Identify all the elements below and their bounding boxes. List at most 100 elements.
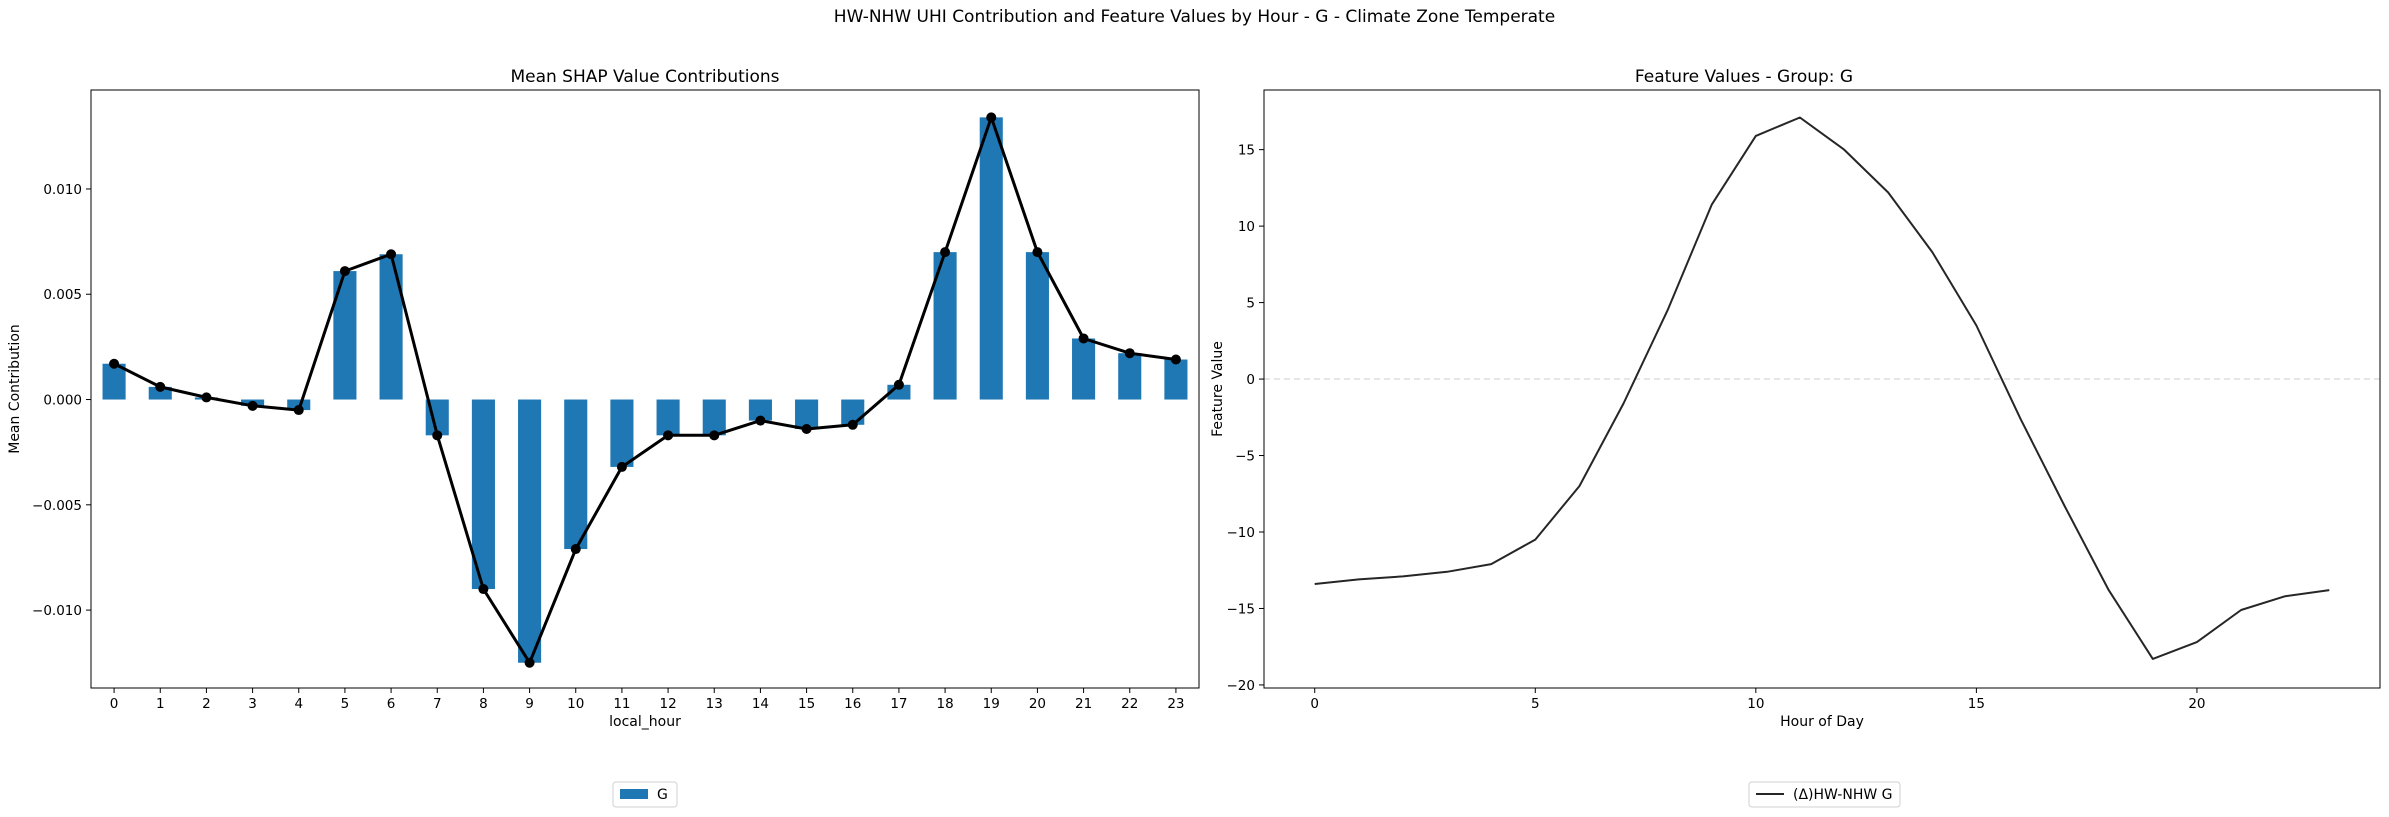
line-point-hour-21 (1078, 333, 1089, 344)
bar-hour-23 (1164, 359, 1188, 400)
x-tick-label: 5 (1531, 696, 1540, 712)
y-tick-label: 0.000 (43, 393, 82, 409)
line-point-hour-23 (1170, 354, 1181, 365)
shap-plot-frame (90, 89, 1200, 689)
x-tick-label: 0 (1310, 696, 1319, 712)
shap-overlay-line (109, 112, 1181, 668)
feature-legend-box (1748, 781, 1901, 808)
x-tick-label: 21 (1075, 696, 1092, 712)
y-tick-label: −5 (1235, 449, 1255, 465)
x-tick-label: 17 (890, 696, 907, 712)
x-tick-label: 10 (567, 696, 584, 712)
line-point-hour-1 (155, 381, 166, 392)
y-tick-label: 0 (1246, 372, 1255, 388)
x-tick-label: 4 (294, 696, 303, 712)
bar-hour-6 (379, 254, 403, 400)
line-point-hour-11 (616, 461, 627, 472)
bar-hour-9 (518, 399, 542, 663)
line-point-hour-12 (663, 430, 674, 441)
bar-hour-5 (333, 271, 357, 400)
line-point-hour-17 (893, 379, 904, 390)
feature-series-line (1314, 116, 2330, 660)
x-tick-label: 6 (387, 696, 396, 712)
x-tick-label: 0 (110, 696, 119, 712)
y-tick-label: −10 (1227, 525, 1256, 541)
x-tick-label: 20 (1029, 696, 1046, 712)
feature-y-axis: −20 −15 −10 −5 0 5 10 15 (1227, 143, 1264, 694)
feature-values-panel: Feature Values - Group: G −20 −15 −10 −5 0 5 1… (1210, 67, 2381, 808)
shap-x-axis: 0 1 2 3 4 5 6 7 8 9 10 11 12 13 14 15 16 17 18 19 20 21 22 23 (110, 688, 1185, 712)
y-tick-label: −0.010 (32, 603, 82, 619)
x-tick-label: 16 (844, 696, 861, 712)
line-point-hour-13 (709, 430, 720, 441)
y-tick-label: −15 (1227, 601, 1256, 617)
line-point-hour-18 (940, 247, 951, 258)
line-point-hour-2 (201, 392, 212, 403)
x-tick-label: 12 (659, 696, 676, 712)
y-tick-label: 10 (1238, 219, 1255, 235)
bar-hour-15 (795, 399, 819, 430)
line-point-hour-8 (478, 584, 489, 595)
shap-bars (102, 117, 1188, 663)
shap-y-axis-label: Mean Contribution (7, 324, 23, 454)
shap-legend-label: G (657, 787, 668, 803)
x-tick-label: 15 (1968, 696, 1985, 712)
line-point-hour-20 (1032, 247, 1043, 258)
shap-legend: G (612, 781, 678, 808)
x-tick-label: 1 (156, 696, 165, 712)
x-tick-label: 18 (936, 696, 953, 712)
x-tick-label: 3 (248, 696, 257, 712)
bar-hour-12 (656, 399, 680, 436)
line-point-hour-6 (386, 249, 397, 260)
bar-hour-18 (933, 252, 957, 400)
bar-hour-0 (102, 363, 126, 400)
bar-hour-19 (979, 117, 1003, 400)
bar-hour-1 (148, 386, 172, 400)
line-point-hour-19 (986, 112, 997, 123)
line-point-hour-5 (339, 266, 350, 277)
bar-hour-22 (1118, 353, 1142, 400)
line-point-hour-3 (247, 400, 258, 411)
y-tick-label: −0.005 (32, 498, 82, 514)
bar-hour-11 (610, 399, 634, 467)
x-tick-label: 9 (525, 696, 534, 712)
line-point-hour-16 (847, 419, 858, 430)
y-tick-label: 5 (1246, 296, 1255, 312)
bar-hour-21 (1072, 338, 1096, 400)
x-tick-label: 10 (1747, 696, 1764, 712)
feature-plot-frame (1263, 89, 2381, 689)
y-tick-label: 0.005 (43, 287, 82, 303)
shap-x-axis-label: local_hour (609, 714, 681, 730)
mean-contribution-line (113, 115, 1177, 665)
line-point-hour-7 (432, 430, 443, 441)
feature-x-axis-label: Hour of Day (1780, 714, 1864, 730)
x-tick-label: 14 (752, 696, 769, 712)
y-tick-label: 0.010 (43, 182, 82, 198)
feature-x-axis: 0 5 10 15 20 (1310, 688, 2206, 712)
figure-title: HW-NHW UHI Contribution and Feature Valu… (834, 7, 1555, 27)
feature-legend: (Δ)HW-NHW G (1748, 781, 1901, 808)
feature-panel-title: Feature Values - Group: G (1635, 67, 1853, 87)
x-tick-label: 22 (1121, 696, 1138, 712)
line-point-hour-4 (293, 405, 304, 416)
x-tick-label: 23 (1167, 696, 1184, 712)
shap-contribution-panel: Mean SHAP Value Contributions −0.010−0.0… (7, 67, 1200, 808)
x-tick-label: 2 (202, 696, 211, 712)
feature-value-line (1314, 116, 2330, 660)
shap-y-axis: −0.010 −0.005 0.000 0.005 0.010 (32, 182, 91, 619)
bar-hour-20 (1025, 252, 1049, 400)
feature-y-axis-label: Feature Value (1210, 341, 1226, 437)
x-tick-label: 11 (613, 696, 630, 712)
bar-hour-4 (287, 399, 311, 411)
shap-legend-swatch (620, 789, 648, 799)
x-tick-label: 15 (798, 696, 815, 712)
x-tick-label: 8 (479, 696, 488, 712)
y-tick-label: 15 (1238, 143, 1255, 159)
line-point-hour-15 (801, 424, 812, 435)
x-tick-label: 19 (983, 696, 1000, 712)
x-tick-label: 5 (341, 696, 350, 712)
line-point-hour-22 (1124, 348, 1135, 359)
feature-legend-label: (Δ)HW-NHW G (1793, 787, 1893, 803)
line-point-hour-0 (109, 358, 120, 369)
